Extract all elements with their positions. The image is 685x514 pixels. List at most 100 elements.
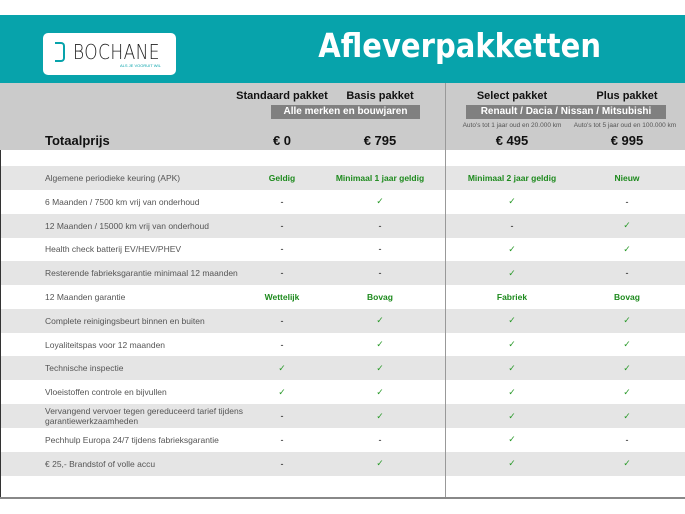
dash-value: - [625,196,629,207]
check-icon: ✓ [376,339,384,350]
price-select: € 495 [495,133,529,148]
check-icon: ✓ [508,196,516,207]
dash-value: - [510,220,514,231]
column-header-basis: Basis pakket [346,90,414,102]
check-icon: ✓ [623,243,631,254]
check-icon: ✓ [278,386,286,397]
table-row: Resterende fabrieksgarantie minimaal 12 … [1,261,685,286]
group-label-renault: Renault / Dacia / Nissan / Mitsubishi [466,105,666,119]
check-icon: ✓ [508,410,516,421]
logo: BOCHANE ALS JE VOORUIT WIL [43,33,176,75]
group-label-all-brands: Alle merken en bouwjaren [271,105,420,119]
row-label: Technische inspectie [45,363,124,374]
column-header-select: Select pakket [476,90,548,102]
row-label: Resterende fabrieksgarantie minimaal 12 … [45,268,238,279]
header-banner: BOCHANE ALS JE VOORUIT WIL [0,15,685,83]
select-note: Auto's tot 1 jaar oud en 20.000 km [462,122,562,129]
row-label: € 25,- Brandstof of volle accu [45,458,156,469]
plus-note: Auto's tot 5 jaar oud en 100.000 km [573,122,677,129]
table-row: Pechhulp Europa 24/7 tijdens fabrieksgar… [1,428,685,452]
dash-value: - [280,196,284,207]
table-row: Vloeistoffen controle en bijvullen ✓ ✓ ✓ ✓ [1,380,685,404]
column-header-plus: Plus pakket [596,90,658,102]
table-row: 12 Maanden / 15000 km vrij van onderhoud… [1,213,685,238]
check-icon: ✓ [376,315,384,326]
dash-value: - [280,458,284,469]
row-label: Vervangend vervoer tegen gereduceerd tar… [45,406,243,426]
check-icon: ✓ [376,410,384,421]
row-value: Geldig [268,173,296,183]
check-icon: ✓ [508,315,516,326]
row-label: Pechhulp Europa 24/7 tijdens fabrieksgar… [45,434,219,445]
dash-value: - [378,220,382,231]
page-title: Afleverpakketten [318,26,602,65]
table-row: 6 Maanden / 7500 km vrij van onderhoud - ✓… [1,190,685,214]
row-label: Algemene periodieke keuring (APK) [45,173,181,183]
table-bottom-border [0,497,685,499]
dash-value: - [280,244,284,255]
dash-value: - [378,244,382,255]
logo-mark-icon [55,42,65,62]
check-icon: ✓ [508,434,516,445]
check-icon: ✓ [376,458,384,469]
check-icon: ✓ [508,362,516,373]
check-icon: ✓ [623,386,631,397]
row-label: 6 Maanden / 7500 km vrij van onderhoud [45,196,200,207]
check-icon: ✓ [376,196,384,207]
total-label: Totaalprijs [45,133,110,148]
row-value: Minimaal 1 jaar geldig [335,173,425,183]
dash-value: - [625,434,629,445]
dash-value: - [280,220,284,231]
check-icon: ✓ [278,362,286,373]
check-icon: ✓ [508,339,516,350]
check-icon: ✓ [508,458,516,469]
column-header-standaard: Standaard pakket [236,90,328,102]
row-value: Bovag [367,292,393,302]
row-label: Vloeistoffen controle en bijvullen [45,387,167,398]
dash-value: - [280,315,284,326]
logo-tagline: ALS JE VOORUIT WIL [120,63,161,68]
dash-value: - [280,434,284,445]
check-icon: ✓ [376,386,384,397]
row-value: Fabriek [496,292,528,302]
row-label: Health check batterij EV/HEV/PHEV [45,244,182,255]
table-row: Health check batterij EV/HEV/PHEV - - ✓ ✓ [1,237,685,261]
row-label: Loyaliteitspas voor 12 maanden [45,339,166,350]
table-row: Complete reinigingsbeurt binnen en buite… [1,308,685,333]
column-divider [445,83,446,498]
check-icon: ✓ [623,458,631,469]
table-row: Vervangend vervoer tegen gereduceerd tar… [1,404,685,428]
logo-text: BOCHANE [73,40,160,64]
dash-value: - [625,268,629,279]
price-basis: € 795 [363,133,397,148]
table-left-border [0,150,1,498]
row-label: 12 Maanden / 15000 km vrij van onderhoud [45,220,209,231]
dash-value: - [280,268,284,279]
check-icon: ✓ [376,362,384,373]
check-icon: ✓ [623,339,631,350]
check-icon: ✓ [623,220,631,231]
table-row: 12 Maanden garantie Wettelijk Bovag Fabriek… [1,285,685,309]
table-row: Loyaliteitspas voor 12 maanden - ✓ ✓ ✓ [1,333,685,357]
table-row: Technische inspectie ✓ ✓ ✓ ✓ [1,356,685,381]
table-row: € 25,- Brandstof of volle accu - ✓ ✓ ✓ [1,451,685,476]
row-label: 12 Maanden garantie [45,292,126,302]
check-icon: ✓ [623,410,631,421]
check-icon: ✓ [508,243,516,254]
price-standaard: € 0 [272,133,292,148]
row-value: Wettelijk [264,292,300,302]
row-value: Minimaal 2 jaar geldig [467,173,557,183]
row-value: Nieuw [614,173,640,183]
dash-value: - [378,434,382,445]
dash-value: - [280,339,284,350]
dash-value: - [378,268,382,279]
check-icon: ✓ [623,362,631,373]
check-icon: ✓ [623,315,631,326]
dash-value: - [280,411,284,421]
table-row: Algemene periodieke keuring (APK) Geldig M… [1,166,685,190]
row-value: Bovag [614,292,640,302]
price-plus: € 995 [610,133,644,148]
check-icon: ✓ [508,267,516,278]
row-label: Complete reinigingsbeurt binnen en buite… [45,315,205,326]
check-icon: ✓ [508,386,516,397]
